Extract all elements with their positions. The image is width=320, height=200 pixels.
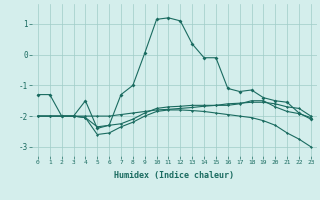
X-axis label: Humidex (Indice chaleur): Humidex (Indice chaleur) — [115, 171, 234, 180]
